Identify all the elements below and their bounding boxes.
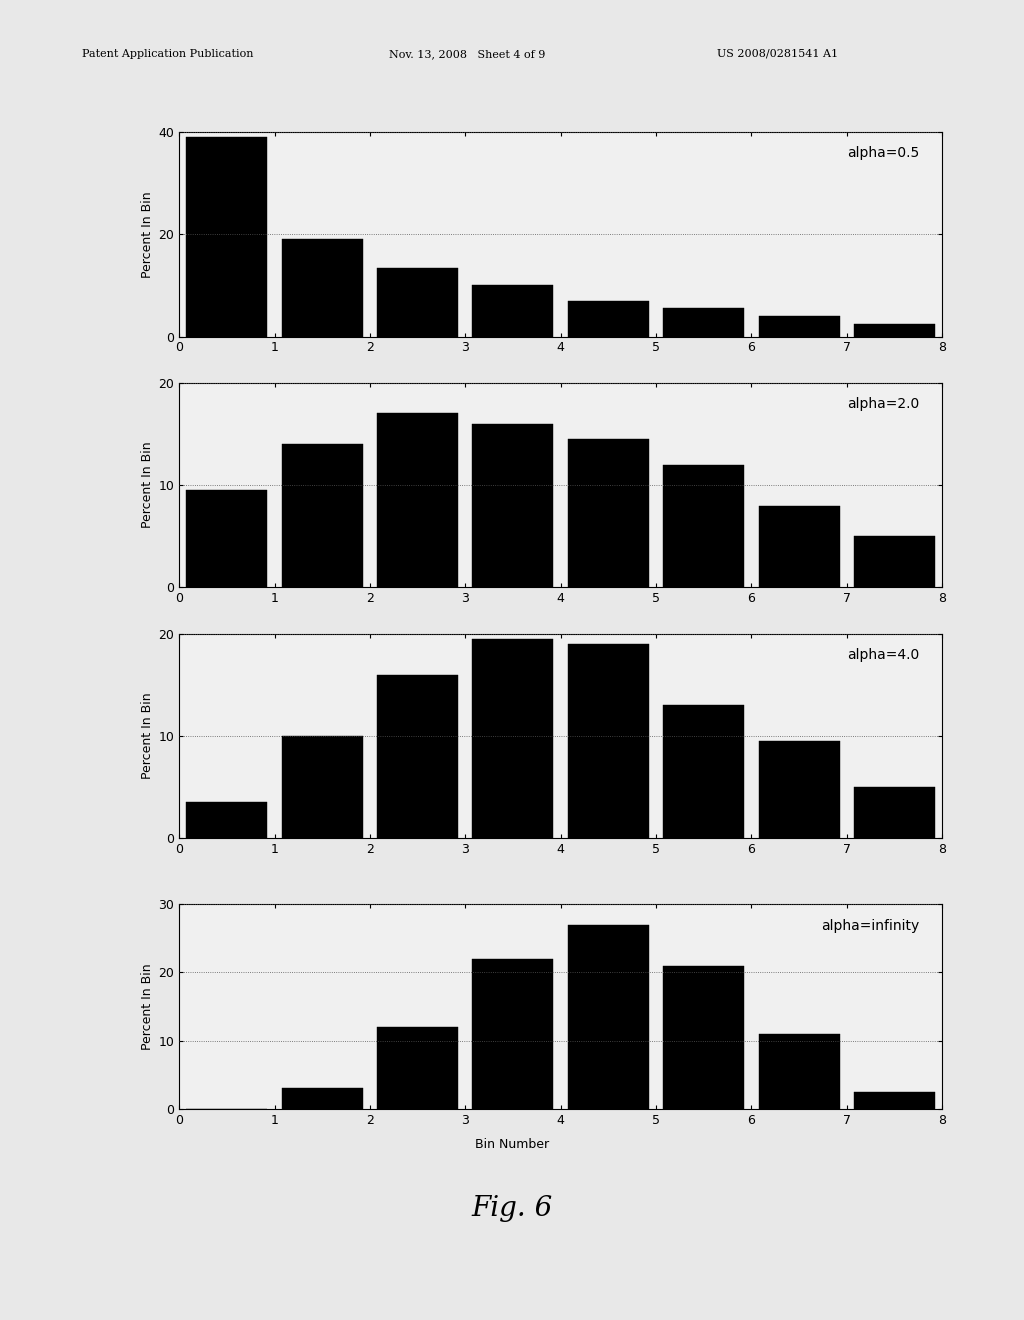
Bar — [664, 705, 744, 838]
Bar — [854, 536, 935, 587]
Bar — [854, 323, 935, 337]
Bar — [567, 301, 649, 337]
Bar — [949, 577, 1024, 587]
Bar — [664, 465, 744, 587]
Text: Nov. 13, 2008   Sheet 4 of 9: Nov. 13, 2008 Sheet 4 of 9 — [389, 49, 546, 59]
Bar — [567, 924, 649, 1109]
Bar — [472, 285, 554, 337]
Bar — [186, 803, 267, 838]
Bar — [282, 444, 362, 587]
Bar — [664, 309, 744, 337]
Text: US 2008/0281541 A1: US 2008/0281541 A1 — [717, 49, 838, 59]
Bar — [854, 787, 935, 838]
Bar — [282, 239, 362, 337]
Bar — [664, 966, 744, 1109]
Text: Bin Number: Bin Number — [475, 1138, 549, 1151]
Text: alpha=2.0: alpha=2.0 — [847, 397, 920, 411]
Bar — [567, 440, 649, 587]
Text: alpha=0.5: alpha=0.5 — [847, 147, 920, 160]
Bar — [854, 1092, 935, 1109]
Bar — [377, 268, 458, 337]
Y-axis label: Percent In Bin: Percent In Bin — [141, 191, 155, 277]
Y-axis label: Percent In Bin: Percent In Bin — [141, 964, 155, 1049]
Bar — [759, 1034, 840, 1109]
Bar — [949, 828, 1024, 838]
Bar — [759, 506, 840, 587]
Text: alpha=infinity: alpha=infinity — [821, 919, 920, 932]
Bar — [377, 413, 458, 587]
Y-axis label: Percent In Bin: Percent In Bin — [141, 693, 155, 779]
Bar — [472, 424, 554, 587]
Bar — [759, 741, 840, 838]
Bar — [949, 329, 1024, 337]
Bar — [282, 737, 362, 838]
Bar — [472, 958, 554, 1109]
Bar — [759, 315, 840, 337]
Bar — [186, 490, 267, 587]
Y-axis label: Percent In Bin: Percent In Bin — [141, 442, 155, 528]
Bar — [186, 137, 267, 337]
Bar — [377, 675, 458, 838]
Text: Patent Application Publication: Patent Application Publication — [82, 49, 253, 59]
Bar — [472, 639, 554, 838]
Text: alpha=4.0: alpha=4.0 — [847, 648, 920, 661]
Bar — [282, 1088, 362, 1109]
Bar — [377, 1027, 458, 1109]
Bar — [567, 644, 649, 838]
Text: Fig. 6: Fig. 6 — [471, 1195, 553, 1221]
